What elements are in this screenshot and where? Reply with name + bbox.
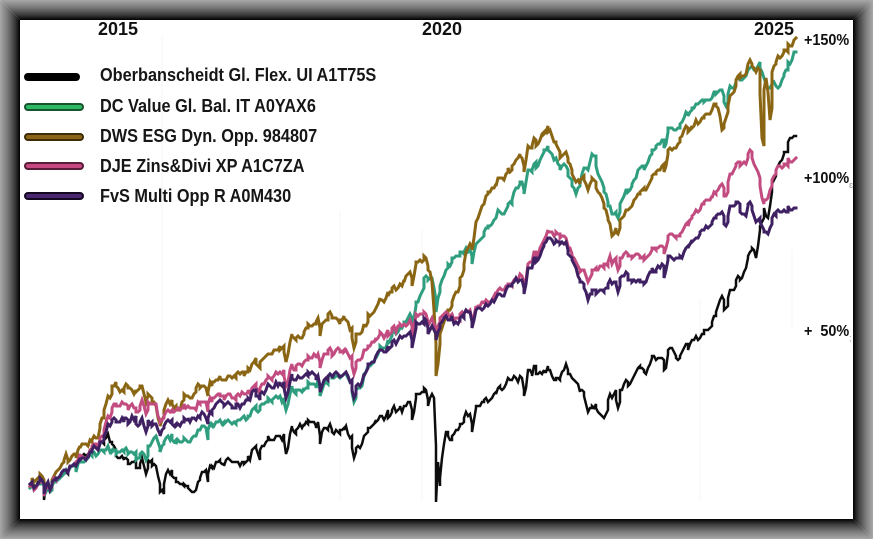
svg-text:ɛ: ɛ: [849, 180, 853, 190]
svg-text:;: ;: [849, 333, 852, 343]
